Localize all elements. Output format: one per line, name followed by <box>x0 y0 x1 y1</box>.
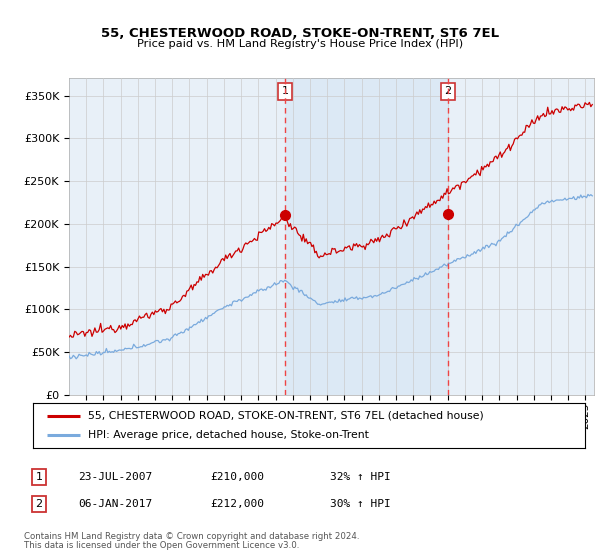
Text: 32% ↑ HPI: 32% ↑ HPI <box>330 472 391 482</box>
Text: 06-JAN-2017: 06-JAN-2017 <box>78 499 152 509</box>
Text: 30% ↑ HPI: 30% ↑ HPI <box>330 499 391 509</box>
Text: £210,000: £210,000 <box>210 472 264 482</box>
Text: 1: 1 <box>281 86 289 96</box>
Text: Price paid vs. HM Land Registry's House Price Index (HPI): Price paid vs. HM Land Registry's House … <box>137 39 463 49</box>
Text: 55, CHESTERWOOD ROAD, STOKE-ON-TRENT, ST6 7EL (detached house): 55, CHESTERWOOD ROAD, STOKE-ON-TRENT, ST… <box>88 410 484 421</box>
Text: 23-JUL-2007: 23-JUL-2007 <box>78 472 152 482</box>
Text: Contains HM Land Registry data © Crown copyright and database right 2024.: Contains HM Land Registry data © Crown c… <box>24 532 359 541</box>
Text: HPI: Average price, detached house, Stoke-on-Trent: HPI: Average price, detached house, Stok… <box>88 431 369 441</box>
Text: £212,000: £212,000 <box>210 499 264 509</box>
Text: 55, CHESTERWOOD ROAD, STOKE-ON-TRENT, ST6 7EL: 55, CHESTERWOOD ROAD, STOKE-ON-TRENT, ST… <box>101 27 499 40</box>
Text: 1: 1 <box>35 472 43 482</box>
Text: This data is licensed under the Open Government Licence v3.0.: This data is licensed under the Open Gov… <box>24 541 299 550</box>
Text: 2: 2 <box>445 86 452 96</box>
Text: 2: 2 <box>35 499 43 509</box>
Bar <box>285 78 448 395</box>
